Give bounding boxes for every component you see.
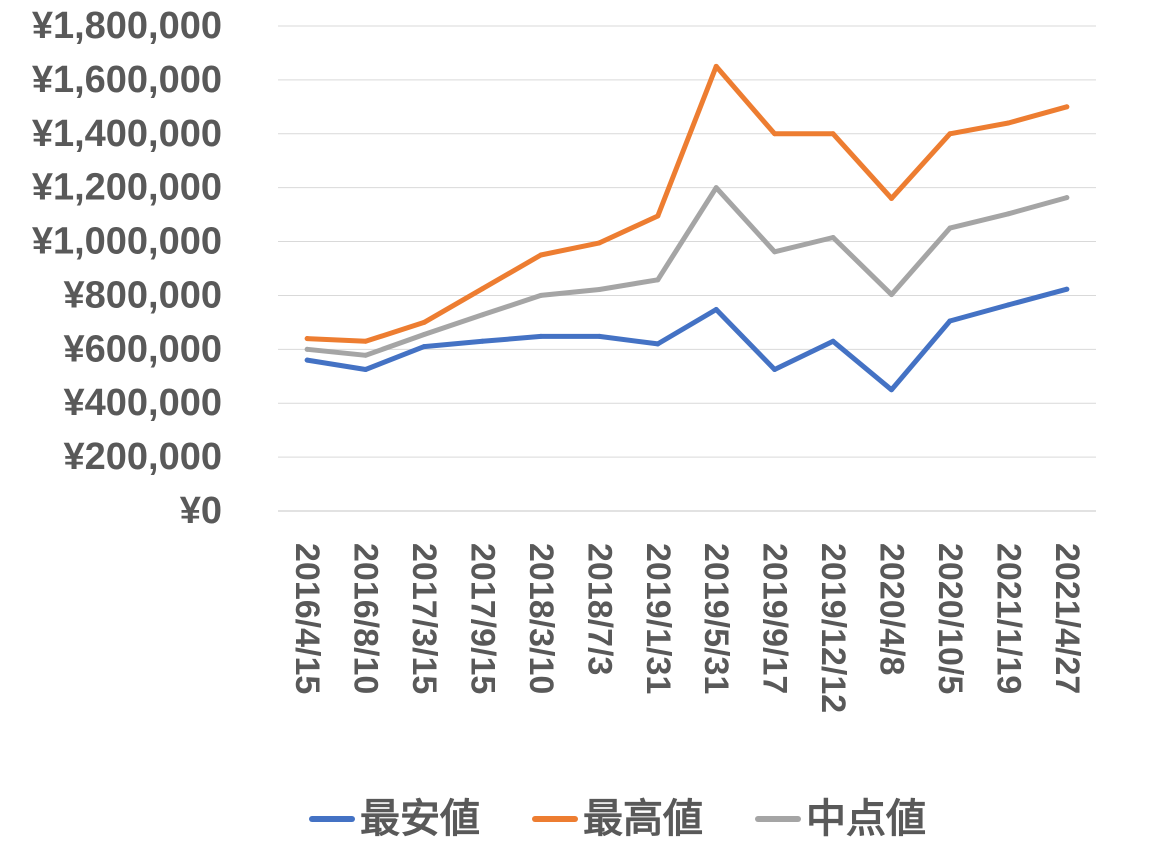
data-point: [947, 225, 953, 231]
x-tick-label: 2018/3/10: [522, 543, 560, 694]
data-point: [889, 387, 894, 393]
x-tick-label: 2020/10/5: [931, 543, 969, 694]
y-tick-label: ¥200,000: [64, 436, 223, 478]
data-point: [363, 352, 369, 358]
data-point: [363, 367, 369, 373]
data-point: [421, 332, 427, 338]
x-tick-label: 2016/8/10: [347, 543, 385, 694]
data-point: [655, 213, 661, 219]
x-tick-label: 2017/3/15: [405, 543, 443, 694]
series-lines: [304, 63, 1070, 393]
data-point: [947, 318, 953, 324]
y-tick-label: ¥600,000: [64, 328, 223, 370]
data-point: [772, 249, 778, 255]
data-point: [889, 195, 894, 201]
x-tick-label: 2019/5/31: [697, 543, 735, 694]
x-axis-tick-labels: 2016/4/15 2016/8/10 2017/3/15 2017/9/15 2018…: [288, 543, 1086, 713]
y-tick-label: ¥1,000,000: [32, 221, 222, 263]
y-tick-label: ¥0: [180, 490, 222, 532]
data-point: [830, 235, 836, 241]
data-point: [421, 344, 427, 350]
data-point: [1064, 195, 1070, 201]
x-tick-label: 2020/4/8: [873, 543, 911, 675]
series-line-1: [304, 286, 1070, 393]
data-point: [538, 333, 544, 339]
data-point: [538, 252, 544, 258]
data-point: [830, 131, 836, 137]
data-point: [772, 131, 778, 137]
data-point: [655, 277, 661, 283]
data-point: [480, 286, 485, 292]
data-point: [1005, 211, 1011, 217]
x-tick-label: 2019/9/17: [756, 543, 794, 694]
legend-label: 最高値: [583, 796, 703, 842]
y-tick-label: ¥800,000: [64, 274, 223, 316]
y-tick-label: ¥1,400,000: [32, 113, 222, 155]
data-point: [889, 292, 894, 298]
data-point: [363, 338, 369, 344]
data-point: [304, 336, 310, 342]
data-point: [304, 357, 310, 363]
legend-label: 中点値: [806, 796, 926, 842]
data-point: [713, 306, 719, 312]
series-line-3: [304, 185, 1070, 358]
data-point: [596, 287, 602, 293]
data-point: [538, 292, 544, 298]
y-tick-label: ¥400,000: [64, 382, 223, 424]
data-point: [713, 185, 719, 191]
legend-label: 最安値: [360, 796, 480, 842]
series-line-2: [304, 63, 1070, 344]
gridlines: [278, 25, 1096, 512]
x-tick-label: 2021/4/27: [1048, 543, 1086, 694]
data-point: [596, 240, 602, 246]
data-point: [1005, 120, 1011, 126]
data-point: [480, 338, 485, 344]
y-tick-label: ¥1,800,000: [32, 5, 222, 47]
x-tick-label: 2018/7/3: [580, 543, 618, 675]
data-point: [304, 346, 310, 352]
legend: 最安値 最高値 中点値: [309, 796, 926, 842]
data-point: [1005, 302, 1011, 308]
x-tick-label: 2019/1/31: [639, 543, 677, 694]
data-point: [1064, 104, 1070, 110]
y-tick-label: ¥1,600,000: [32, 59, 222, 101]
data-point: [596, 333, 602, 339]
data-point: [1064, 286, 1070, 292]
x-tick-label: 2016/4/15: [288, 543, 326, 694]
data-point: [772, 367, 778, 373]
y-axis-tick-labels: ¥0 ¥200,000 ¥400,000 ¥600,000 ¥800,000 ¥1,000…: [32, 5, 222, 532]
x-tick-label: 2019/12/12: [814, 543, 852, 713]
data-point: [655, 341, 661, 347]
data-point: [713, 63, 719, 69]
data-point: [480, 312, 485, 318]
x-tick-label: 2017/9/15: [464, 543, 502, 694]
data-point: [421, 319, 427, 325]
y-tick-label: ¥1,200,000: [32, 167, 222, 209]
x-tick-label: 2021/1/19: [989, 543, 1027, 694]
data-point: [830, 338, 836, 344]
data-point: [947, 131, 953, 137]
